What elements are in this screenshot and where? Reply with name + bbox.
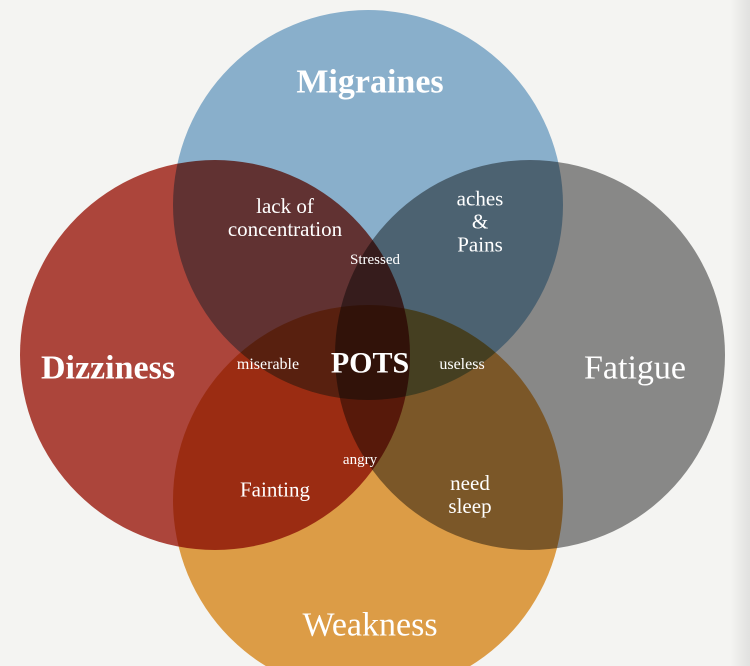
- label-lack-of-concentration: lack of concentration: [228, 195, 342, 241]
- label-useless: useless: [439, 356, 484, 374]
- label-angry: angry: [343, 452, 377, 469]
- label-pots: POTS: [331, 347, 409, 380]
- label-weakness: Weakness: [302, 606, 437, 643]
- label-migraines: Migraines: [296, 63, 443, 100]
- label-miserable: miserable: [237, 356, 299, 374]
- venn-diagram: Migraines Dizziness Fatigue Weakness lac…: [0, 0, 750, 666]
- label-aches-and-pains: aches & Pains: [457, 187, 504, 256]
- right-edge-shadow: [730, 0, 750, 666]
- label-stressed: Stressed: [350, 252, 400, 269]
- label-dizziness: Dizziness: [41, 349, 175, 386]
- label-need-sleep: need sleep: [448, 472, 491, 518]
- label-fatigue: Fatigue: [584, 349, 686, 386]
- label-fainting: Fainting: [240, 478, 310, 501]
